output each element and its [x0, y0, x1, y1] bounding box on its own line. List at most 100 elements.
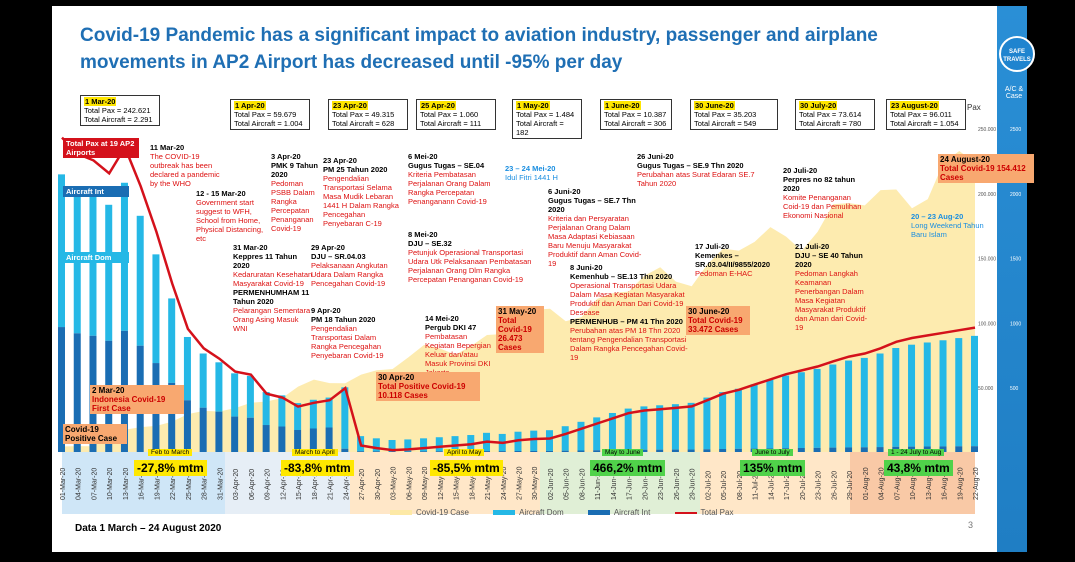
box-ac: Total Aircraft = 306: [604, 119, 667, 128]
x-tick-12: 06-Apr-20: [249, 469, 256, 500]
bar-int-42: [719, 449, 727, 452]
period-pct-1: -83,8% mtm: [281, 460, 354, 476]
label-text: Gugus Tugas – SE.7 Thn 2020: [548, 196, 636, 214]
bar-int-7: [168, 382, 176, 452]
x-tick-35: 14-Jun-20: [611, 468, 618, 500]
bar-dom-17: [325, 397, 333, 428]
box-date: 1 May-20: [516, 101, 550, 110]
label-text: Kriteria dan Persyaratan Perjalanan Oran…: [548, 214, 642, 268]
label-text: 3 Apr-20: [271, 152, 301, 161]
x-tick-58: 22-Aug-20: [973, 467, 980, 500]
legend: Covid-19 Case Aircraft Dom Aircraft Int …: [390, 508, 755, 517]
box-date: 25 Apr-20: [420, 101, 456, 110]
label-text: PMK 9 Tahun 2020: [271, 161, 318, 179]
bar-dom-9: [199, 353, 207, 408]
label-text: Perpres no 82 tahun 2020: [783, 175, 856, 193]
period-tag-5: 1 - 24 July to Aug: [888, 449, 945, 456]
bar-int-12: [246, 417, 254, 452]
box-pax: Total Pax = 1.484: [516, 110, 575, 119]
bar-int-27: [483, 451, 491, 452]
label-text: 26 Juni-20: [637, 152, 674, 161]
event-label-12: 8 Juni-20 Kemenhub – SE.13 Thn 2020 Operas…: [570, 263, 690, 362]
event-label-3: 23 Apr-20 PM 25 Tahun 2020 Pengendalian Tr…: [323, 156, 405, 228]
event-label-17: 20 – 23 Aug-20 Long Weekend Tahun Baru Is…: [911, 212, 993, 239]
x-tick-51: 01-Aug-20: [863, 467, 870, 500]
period-tag-3: May to June: [602, 449, 644, 456]
period-pct-3: 466,2% mtm: [590, 460, 666, 476]
label-text: -27,8% mtm: [137, 461, 204, 475]
x-tick-14: 12-Apr-20: [280, 469, 287, 500]
box-ac: Total Aircraft = 111: [420, 119, 482, 128]
bar-int-52: [876, 447, 884, 452]
side-label-pax: Total Pax at 19 AP2 Airports: [63, 138, 139, 158]
x-tick-53: 07-Aug-20: [894, 467, 901, 500]
label-text: Keppres 11 Tahun 2020: [233, 252, 298, 270]
x-tick-36: 17-Jun-20: [627, 468, 634, 500]
label-text: Kedaruratan Kesehatan Masyarakat Covid-1…: [233, 270, 313, 288]
box-ac: Total Aircraft = 2.291: [84, 115, 153, 124]
x-tick-43: 08-Jul-20: [737, 471, 744, 500]
bar-dom-0: [58, 174, 65, 328]
label-text: Total Pax at 19 AP2 Airports: [66, 139, 135, 157]
label-text: Pembatasan Kegiatan Bepergian Keluar dan…: [425, 332, 491, 377]
y2-tick-1: 2000: [1010, 192, 1021, 198]
bar-dom-57: [955, 338, 963, 447]
summary-box-5: 1 June-20 Total Pax = 10.387 Total Aircraf…: [600, 99, 672, 130]
label-text: Perubahan atas Surat Edaran SE.7 Tahun 2…: [637, 170, 755, 188]
bar-int-11: [231, 416, 239, 452]
bar-dom-11: [231, 373, 239, 417]
x-tick-52: 04-Aug-20: [879, 467, 886, 500]
y-tick-4: 50.000: [978, 386, 994, 392]
label-text: 11 Mar-20: [150, 143, 185, 152]
event-label-13: 26 Juni-20 Gugus Tugas – SE.9 Thn 2020 Per…: [637, 152, 757, 188]
x-tick-29: 27-May-20: [517, 466, 524, 500]
bar-dom-22: [404, 439, 412, 452]
label-text: PM 18 Tahun 2020: [311, 315, 376, 324]
label-text: 12 - 15 Mar-20: [196, 189, 246, 198]
bar-dom-5: [136, 215, 144, 346]
bar-int-9: [199, 407, 207, 452]
label-text: 20 Juli-20: [783, 166, 818, 175]
bar-dom-54: [908, 344, 916, 447]
label-text: DJU – SR.04.03: [311, 252, 366, 261]
x-tick-55: 13-Aug-20: [926, 467, 933, 500]
label-text: Pengendalian Transportasi Selama Masa Mu…: [323, 174, 399, 228]
bar-int-20: [372, 451, 380, 452]
event-label-7: 6 Mei-20 Gugus Tugas – SE.04 Kriteria Pemb…: [408, 152, 493, 206]
bar-dom-47: [797, 372, 805, 449]
label-text: 24 August-20: [940, 155, 990, 164]
bar-int-38: [656, 449, 664, 452]
label-text: 31 Mar-20: [233, 243, 268, 252]
bar-dom-24: [435, 437, 443, 452]
event-label-2: 3 Apr-20 PMK 9 Tahun 2020 Pedoman PSBB Dal…: [271, 152, 321, 233]
y2-tick-0: 2500: [1010, 127, 1021, 133]
label-text: 1 - 24 July to Aug: [891, 449, 942, 456]
bar-dom-45: [766, 379, 774, 449]
bar-int-32: [561, 450, 569, 452]
page-number: 3: [968, 520, 974, 530]
label-text: Pedoman PSBB Dalam Rangka Percepatan Pen…: [271, 179, 315, 233]
covid-callout-1: 30 Apr-20 Total Positive Covid-19 10.118 …: [376, 372, 480, 401]
label-text: -85,5% mtm: [433, 461, 500, 475]
label-text: PM 25 Tahun 2020: [323, 165, 388, 174]
label-text: DJU – SE.32: [408, 239, 452, 248]
box-date: 30 June-20: [694, 101, 735, 110]
bar-dom-13: [262, 392, 270, 426]
side-label-int: Aircraft Int: [63, 186, 129, 197]
label-text: Gugus Tugas – SE.9 Thn 2020: [637, 161, 744, 170]
covid-callout-0: 2 Mar-20 Indonesia Covid-19 First Case: [90, 385, 184, 414]
x-tick-2: 07-Mar-20: [91, 468, 98, 500]
y-tick-1: 200.000: [978, 192, 996, 198]
event-label-5: 29 Apr-20 DJU – SR.04.03 Pelaksanaan Angku…: [311, 243, 389, 288]
x-tick-4: 13-Mar-20: [123, 468, 130, 500]
x-tick-22: 06-May-20: [406, 466, 413, 500]
x-tick-8: 25-Mar-20: [186, 468, 193, 500]
x-tick-40: 29-Jun-20: [690, 468, 697, 500]
bar-int-22: [404, 451, 412, 452]
covid-area: [62, 151, 975, 452]
label-text: Indonesia Covid-19 First Case: [92, 395, 166, 413]
label-text: The COVID-19 outbreak has been declared …: [150, 152, 220, 188]
bar-dom-53: [892, 347, 900, 447]
label-text: Idul Fitri 1441 H: [505, 173, 558, 182]
bar-dom-55: [923, 342, 931, 447]
